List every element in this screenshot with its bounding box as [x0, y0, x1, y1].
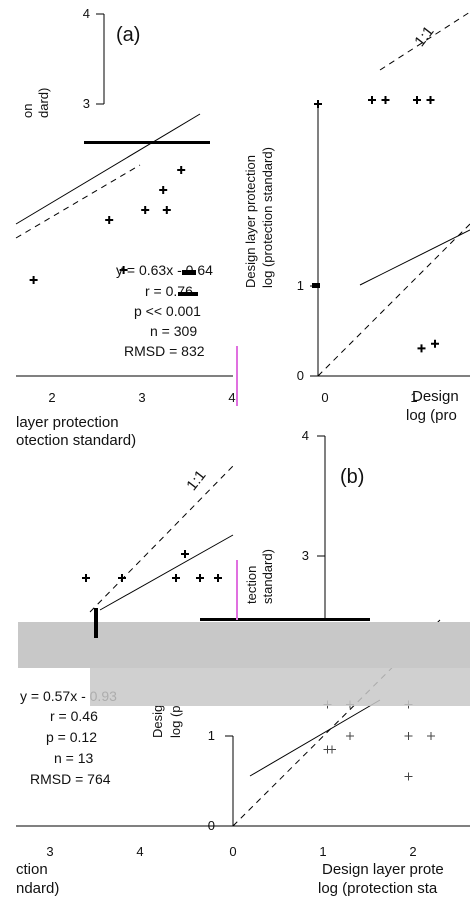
glitch-bar-2 [182, 270, 196, 275]
panel-a-tag: (a) [116, 24, 141, 46]
left-bottom-ylabel-1: tection [244, 565, 259, 604]
panel-a-fit-line [15, 113, 201, 225]
right-top-point-4 [417, 344, 426, 353]
right-top-xlabel-1: Design [412, 388, 459, 405]
panel-b-y-tick-label-4: 4 [302, 428, 309, 443]
panel-b-x-tick-label-0: 0 [229, 844, 236, 859]
panel-b-xlabel-2: log (protection sta [318, 880, 438, 897]
left-bottom-one-to-one-line [89, 465, 234, 613]
panel-b-point-6 [404, 732, 413, 740]
panel-a-ylabel-1: on [20, 103, 35, 118]
panel-a-point-3 [141, 206, 150, 214]
panel-a-xlabel-2: otection standard) [16, 432, 137, 449]
panel-a-x-tick-label-2: 2 [48, 390, 55, 405]
left-bottom-point-5 [214, 574, 222, 582]
panel-a-stat-eq: y = 0.63x - 0.64 [116, 262, 213, 278]
glitch-bar-5 [94, 608, 98, 638]
left-bottom-point-4 [196, 574, 204, 582]
right-top-ylabel-2: log (protection standard) [260, 147, 275, 288]
panel-b-y-tick-label-1: 1 [208, 728, 215, 743]
left-bottom-point-1 [118, 574, 126, 582]
panel-b-stat-rmsd: RMSD = 764 [30, 771, 111, 787]
panel-b-point-4 [346, 732, 354, 740]
right-top-y-tick-label-1: 1 [297, 278, 304, 293]
right-top-x-tick-label-1: 1 [410, 390, 417, 405]
panel-b-point-8 [404, 772, 413, 781]
glitch-gray-block-2 [90, 664, 470, 706]
panel-a-point-0 [29, 276, 38, 284]
left-bottom-point-0 [82, 574, 90, 582]
panel-a-y-tick-label-3: 3 [83, 96, 90, 111]
panel-a-x-tick-label-3: 3 [138, 390, 145, 405]
panel-b-tag: (b) [340, 466, 365, 488]
panel-b-stat-n: n = 13 [54, 750, 94, 766]
panel-b-x-tick-label-2: 2 [409, 844, 416, 859]
left-bottom-ylabel-2: standard) [260, 549, 275, 604]
right-top-xlabel-2: log (pro [406, 407, 457, 424]
right-top-y-tick-label-0: 0 [297, 368, 304, 383]
panel-a-x-tick-label-4: 4 [228, 390, 235, 405]
panel-b-stat-p: p = 0.12 [46, 729, 97, 745]
glitch-gray-block [18, 622, 470, 668]
panel-b-stat-r: r = 0.46 [50, 708, 98, 724]
left-bottom-x-tick-label-4: 4 [136, 844, 143, 859]
panel-b-point-1 [328, 745, 336, 754]
panel-a-point-1 [119, 266, 128, 274]
panel-a-ylabel-2: dard) [36, 87, 51, 118]
glitch-bar-8 [236, 560, 238, 620]
right-top-point-2 [413, 96, 421, 104]
panel-a-point-5 [162, 206, 171, 214]
panel-a-one-to-one-upper [379, 11, 470, 71]
panel-a-point-4 [159, 186, 168, 194]
glitch-bar-4 [200, 618, 370, 621]
panel-a-stat-r: r = 0.76 [145, 283, 193, 299]
left-bottom-point-2 [172, 574, 180, 582]
right-top-point-1 [381, 96, 390, 104]
glitch-bar-3 [178, 292, 198, 296]
right-top-point-3 [426, 96, 435, 104]
right-top-point-0 [368, 96, 376, 104]
panel-a-stat-rmsd: RMSD = 832 [124, 343, 205, 359]
glitch-bar-6 [312, 283, 320, 288]
right-top-x-tick-label-0: 0 [321, 390, 328, 405]
panel-b-xlabel-1: Design layer prote [322, 861, 444, 878]
right-top-point-5 [431, 339, 439, 348]
panel-b-y-tick-label-3: 3 [302, 548, 309, 563]
right-top-ylabel-1: Design layer protection [243, 155, 258, 288]
glitch-bar-7 [236, 346, 238, 406]
panel-a-stat-p: p << 0.001 [134, 303, 201, 319]
glitch-bar [84, 141, 210, 144]
right-top-point-top [314, 100, 322, 108]
panel-b-point-7 [427, 732, 435, 740]
panel-b-ylabel-2: log (p [168, 705, 183, 738]
left-bottom-xlabel-1: ction [16, 861, 48, 878]
left-bottom-x-tick-label-3: 3 [46, 844, 53, 859]
panel-b-ylabel-1: Desig [150, 704, 165, 738]
left-bottom-point-3 [181, 550, 189, 558]
right-top-fit-line [359, 229, 470, 286]
panel-a-stat-n: n = 309 [150, 323, 198, 339]
panel-a-one-to-one-line [15, 164, 141, 239]
panel-a-point-6 [177, 166, 186, 174]
panel-a-y-tick-label-4: 4 [83, 6, 90, 21]
right-top-one-to-one-line [317, 223, 470, 377]
panel-b-fit-line [249, 699, 381, 777]
left-bottom-fit-line [99, 534, 234, 611]
left-bottom-xlabel-2: ndard) [16, 880, 60, 897]
panel-a-xlabel-1: layer protection [16, 414, 119, 431]
panel-a-point-2 [105, 216, 114, 224]
panel-b-x-tick-label-1: 1 [319, 844, 326, 859]
